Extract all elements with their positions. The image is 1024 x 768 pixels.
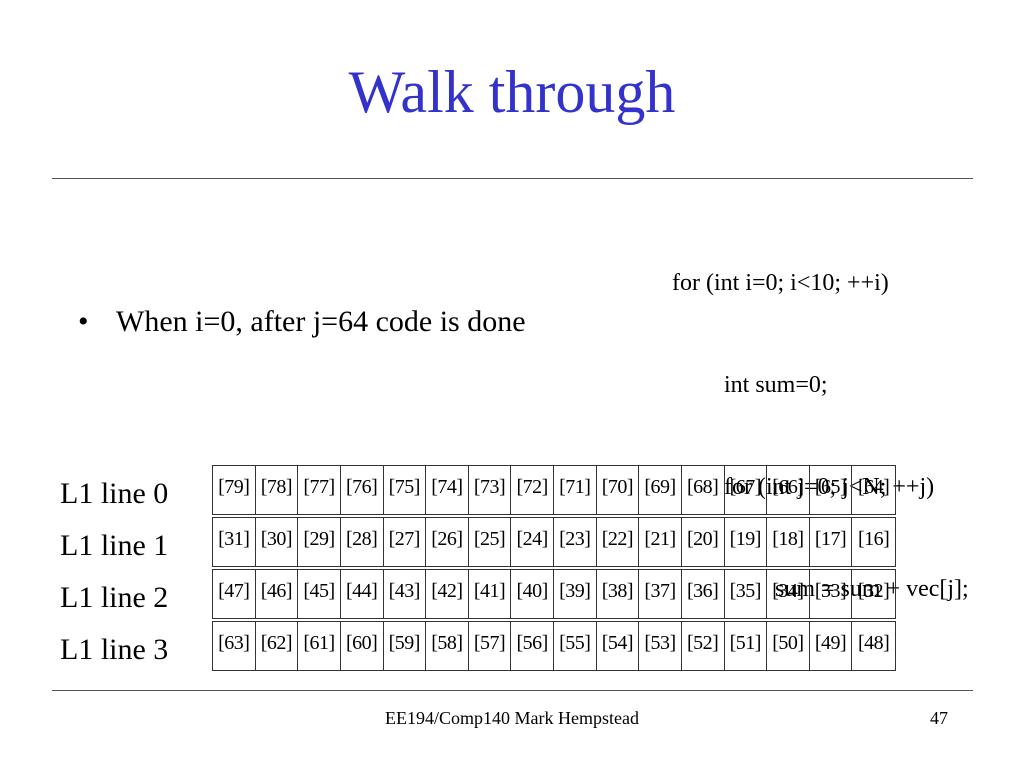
code-line-3: for (int j=0; j<N; ++j) — [724, 474, 935, 500]
cache-cell: [18] — [767, 518, 810, 566]
bottom-divider — [52, 690, 973, 691]
cache-cell: [49] — [810, 622, 853, 670]
cache-cell: [44] — [341, 570, 384, 618]
cache-line-label: L1 line 3 — [60, 633, 169, 666]
cache-cell: [73] — [469, 466, 512, 514]
cache-cell: [72] — [511, 466, 554, 514]
code-line-1: for (int i=0; i<10; ++i) — [672, 270, 889, 296]
bullet-marker: • — [78, 305, 89, 338]
cache-cell: [75] — [384, 466, 427, 514]
cache-line-row: [79] [78] [77] [76] [75] [74] [73] [72] [71] [70]… — [212, 465, 896, 515]
cache-cell: [71] — [554, 466, 597, 514]
cache-cell: [58] — [426, 622, 469, 670]
cache-cell: [68] — [682, 466, 725, 514]
cache-cell: [57] — [469, 622, 512, 670]
cache-lines-table: [79] [78] [77] [76] [75] [74] [73] [72] [71] [70]… — [212, 465, 896, 673]
footer-text: EE194/Comp140 Mark Hempstead — [385, 708, 639, 728]
cache-cell: [52] — [682, 622, 725, 670]
cache-cell: [16] — [858, 528, 890, 550]
cache-cell: [46] — [256, 570, 299, 618]
cache-line-labels: L1 line 0 L1 line 1 L1 line 2 L1 line 3 — [60, 468, 168, 676]
cache-cell: [38] — [597, 570, 640, 618]
cache-cell: [41] — [469, 570, 512, 618]
cache-cell: [31] — [213, 518, 256, 566]
cache-line-label: L1 line 0 — [60, 477, 169, 510]
bullet-text: When i=0, after j=64 code is done — [116, 305, 526, 338]
code-snippet: for (int i=0; i<10; ++i) int sum=0; for … — [672, 198, 969, 640]
cache-line-row: [31] [30] [29] [28] [27] [26] [25] [24] [23] [22]… — [212, 517, 896, 567]
cache-cell: [33] — [810, 570, 853, 618]
cache-cell: [56] — [511, 622, 554, 670]
cache-line-row: [63] [62] [61] [60] [59] [58] [57] [56] [55] [54]… — [212, 621, 896, 671]
cache-cell: [22] — [597, 518, 640, 566]
cache-cell: [27] — [384, 518, 427, 566]
cache-cell: [53] — [639, 622, 682, 670]
page-number: 47 — [930, 708, 948, 728]
cache-cell: [28] — [341, 518, 384, 566]
cache-line-label: L1 line 2 — [60, 581, 169, 614]
cache-cell: [37] — [639, 570, 682, 618]
cache-cell: [48] — [858, 632, 890, 654]
cache-cell: [26] — [426, 518, 469, 566]
cache-cell: [63] — [213, 622, 256, 670]
cache-cell: [23] — [554, 518, 597, 566]
code-line-4: sum = sum + vec[j]; — [775, 576, 969, 602]
cache-cell: [60] — [341, 622, 384, 670]
cache-cell: [30] — [256, 518, 299, 566]
top-divider — [52, 178, 973, 179]
cache-cell: [67] — [725, 466, 768, 514]
cache-cell: [62] — [256, 622, 299, 670]
cache-cell: [78] — [256, 466, 299, 514]
cache-cell: [77] — [298, 466, 341, 514]
cache-cell: [35] — [725, 570, 768, 618]
cache-cell: [25] — [469, 518, 512, 566]
slide-title: Walk through — [348, 59, 676, 125]
cache-cell: [19] — [725, 518, 768, 566]
cache-cell: [69] — [639, 466, 682, 514]
cache-cell: [65] — [810, 466, 853, 514]
cache-cell: [34] — [767, 570, 810, 618]
cache-cell: [32] — [858, 580, 890, 602]
cache-cell: [64] — [858, 476, 890, 498]
cache-cell: [29] — [298, 518, 341, 566]
cache-cell: [17] — [810, 518, 853, 566]
cache-cell: [66] — [767, 466, 810, 514]
cache-line-label: L1 line 1 — [60, 529, 169, 562]
cache-cell: [42] — [426, 570, 469, 618]
cache-cell: [24] — [511, 518, 554, 566]
cache-cell: [36] — [682, 570, 725, 618]
cache-cell: [59] — [384, 622, 427, 670]
cache-cell: [47] — [213, 570, 256, 618]
cache-cell: [76] — [341, 466, 384, 514]
cache-cell: [45] — [298, 570, 341, 618]
cache-cell: [43] — [384, 570, 427, 618]
cache-cell: [21] — [639, 518, 682, 566]
cache-line-row: [47] [46] [45] [44] [43] [42] [41] [40] [39] [38]… — [212, 569, 896, 619]
cache-cell: [39] — [554, 570, 597, 618]
cache-cell: [74] — [426, 466, 469, 514]
cache-cell: [20] — [682, 518, 725, 566]
cache-cell: [61] — [298, 622, 341, 670]
cache-cell: [40] — [511, 570, 554, 618]
cache-cell: [79] — [213, 466, 256, 514]
code-line-2: int sum=0; — [724, 372, 828, 398]
bullet-item: • When i=0, after j=64 code is done — [78, 305, 526, 339]
cache-cell: [54] — [597, 622, 640, 670]
cache-cell: [55] — [554, 622, 597, 670]
cache-cell: [50] — [767, 622, 810, 670]
cache-cell: [51] — [725, 622, 768, 670]
cache-cell: [70] — [597, 466, 640, 514]
